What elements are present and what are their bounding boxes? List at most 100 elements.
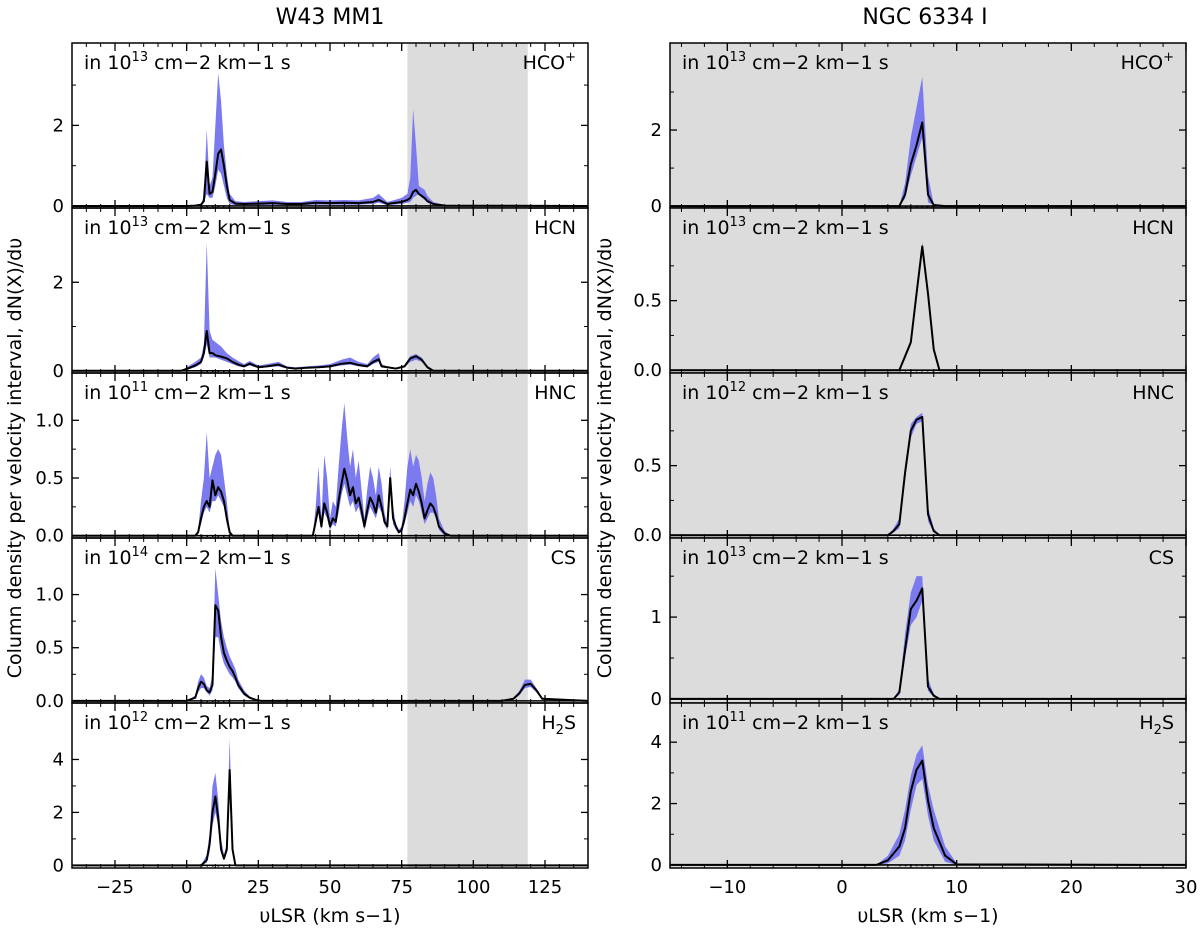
panel-hco+ <box>72 43 588 208</box>
unit-prefix: in 10 <box>682 547 730 569</box>
median-line <box>670 121 1186 208</box>
unit-label: in 1013 cm−2 km−1 s <box>682 545 889 569</box>
unit-suffix: cm−2 km−1 s <box>148 52 291 74</box>
unit-suffix: cm−2 km−1 s <box>746 52 889 74</box>
species-base: H <box>541 712 555 734</box>
chart-title: NGC 6334 I <box>862 5 987 30</box>
species-label: HCO+ <box>1121 50 1174 74</box>
y-tick-label: 0 <box>53 361 64 382</box>
unit-label: in 1013 cm−2 km−1 s <box>84 50 291 74</box>
panel-hnc <box>670 373 1186 538</box>
species-label: HNC <box>534 382 576 404</box>
unit-suffix: cm−2 km−1 s <box>148 217 291 239</box>
species-label: H2S <box>541 712 576 738</box>
median-line <box>670 759 1186 866</box>
panel-h2s <box>670 703 1186 868</box>
unit-exponent: 11 <box>730 710 747 725</box>
unit-exponent: 13 <box>132 50 149 65</box>
panel-hcn <box>72 208 588 373</box>
y-tick-label: 2 <box>53 272 64 293</box>
uncertainty-band <box>670 76 1186 207</box>
unit-exponent: 11 <box>132 380 149 395</box>
unit-prefix: in 10 <box>84 217 132 239</box>
chart-title: W43 MM1 <box>276 5 385 30</box>
y-tick-label: 0.5 <box>35 638 64 659</box>
unit-suffix: cm−2 km−1 s <box>746 547 889 569</box>
unit-prefix: in 10 <box>682 382 730 404</box>
y-tick-label: 0.5 <box>633 291 662 312</box>
species-base: CS <box>1149 547 1174 569</box>
x-tick-label: −10 <box>708 877 746 898</box>
unit-label: in 1013 cm−2 km−1 s <box>682 215 889 239</box>
median-line <box>670 415 1186 537</box>
y-tick-label: 0 <box>53 855 64 876</box>
species-subscript: 2 <box>556 723 564 738</box>
median-line <box>72 148 588 207</box>
y-tick-label: 0 <box>651 855 662 876</box>
y-tick-label: 0.0 <box>633 525 662 546</box>
y-tick-label: 4 <box>651 732 662 753</box>
species-base: HCN <box>534 217 576 239</box>
unit-exponent: 13 <box>132 215 149 230</box>
species-tail: S <box>564 712 576 734</box>
unit-suffix: cm−2 km−1 s <box>148 382 291 404</box>
x-axis-label: υLSR (km s−1) <box>857 905 998 927</box>
unit-prefix: in 10 <box>84 382 132 404</box>
unit-suffix: cm−2 km−1 s <box>746 217 889 239</box>
unit-suffix: cm−2 km−1 s <box>148 712 291 734</box>
unit-exponent: 13 <box>730 215 747 230</box>
unit-prefix: in 10 <box>84 712 132 734</box>
unit-prefix: in 10 <box>682 52 730 74</box>
x-tick-label: 30 <box>1175 877 1198 898</box>
y-tick-label: 2 <box>53 802 64 823</box>
unit-label: in 1011 cm−2 km−1 s <box>682 710 889 734</box>
y-tick-label: 1.0 <box>35 410 64 431</box>
unit-prefix: in 10 <box>84 52 132 74</box>
panel-cs <box>72 538 588 703</box>
y-tick-label: 1.0 <box>35 585 64 606</box>
species-base: HNC <box>1132 382 1174 404</box>
y-tick-label: 0 <box>53 196 64 217</box>
unit-label: in 1013 cm−2 km−1 s <box>682 50 889 74</box>
species-label: HCO+ <box>523 50 576 74</box>
x-axis-label: υLSR (km s−1) <box>259 905 400 927</box>
unit-label: in 1012 cm−2 km−1 s <box>682 380 889 404</box>
unit-suffix: cm−2 km−1 s <box>148 547 291 569</box>
unit-suffix: cm−2 km−1 s <box>746 712 889 734</box>
species-tail: S <box>1162 712 1174 734</box>
species-base: HCO <box>1121 52 1164 74</box>
unit-exponent: 12 <box>730 380 747 395</box>
species-superscript: + <box>565 50 576 65</box>
panel-hco+ <box>670 43 1186 208</box>
y-tick-label: 0.5 <box>633 456 662 477</box>
y-tick-label: 0 <box>651 689 662 710</box>
species-label: HNC <box>1132 382 1174 404</box>
species-label: HCN <box>1132 217 1174 239</box>
median-line <box>72 329 588 372</box>
species-base: HNC <box>534 382 576 404</box>
x-tick-label: 50 <box>319 877 342 898</box>
unit-exponent: 13 <box>730 50 747 65</box>
unit-label: in 1012 cm−2 km−1 s <box>84 710 291 734</box>
unit-suffix: cm−2 km−1 s <box>746 382 889 404</box>
shaded-region <box>407 703 528 868</box>
species-base: HCO <box>523 52 566 74</box>
species-base: CS <box>551 547 576 569</box>
x-tick-label: 100 <box>456 877 490 898</box>
x-tick-label: 0 <box>836 877 847 898</box>
y-tick-label: 2 <box>53 115 64 136</box>
y-tick-label: 4 <box>53 749 64 770</box>
x-tick-label: 125 <box>528 877 562 898</box>
shaded-region <box>407 208 528 373</box>
panel-hcn <box>670 208 1186 373</box>
y-tick-label: 2 <box>651 794 662 815</box>
species-label: CS <box>551 547 576 569</box>
species-label: CS <box>1149 547 1174 569</box>
x-tick-label: 20 <box>1060 877 1083 898</box>
y-axis-label: Column density per velocity interval, dN… <box>4 238 26 679</box>
y-tick-label: 0.0 <box>35 526 64 547</box>
unit-prefix: in 10 <box>682 712 730 734</box>
species-superscript: + <box>1163 50 1174 65</box>
panel-hnc <box>72 373 588 538</box>
median-line <box>72 769 588 867</box>
